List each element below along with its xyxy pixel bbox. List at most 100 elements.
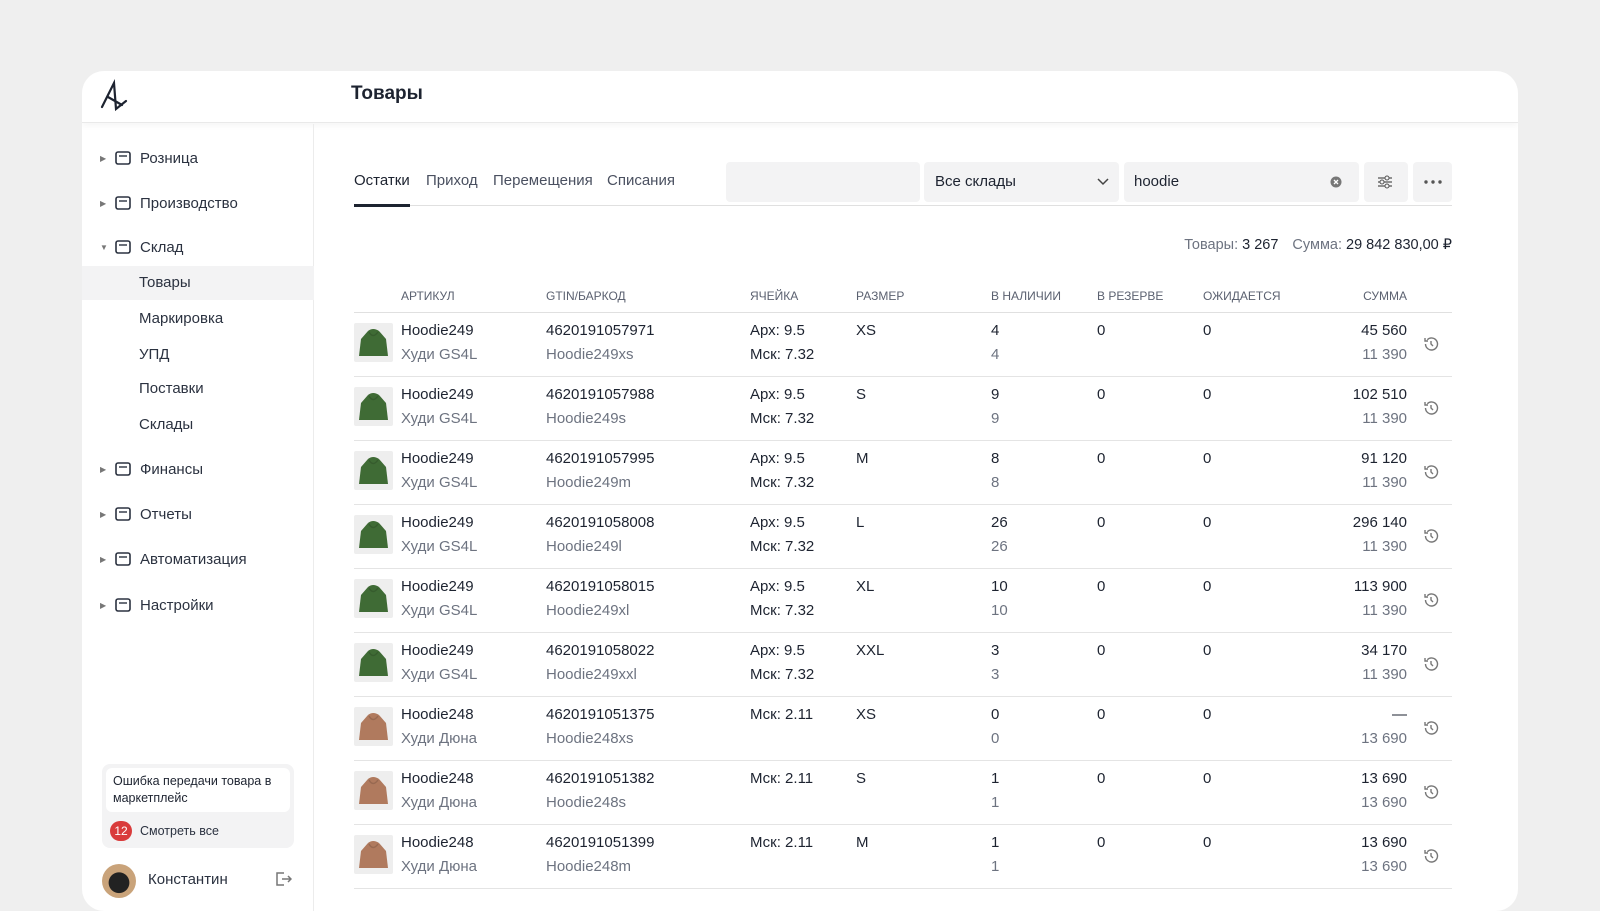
nav-label: Склад — [140, 238, 184, 256]
sku: Hoodie249s — [546, 410, 627, 427]
product-name: Худи GS4L — [401, 538, 478, 555]
expected: 0 — [1203, 450, 1212, 467]
column-header[interactable]: В РЕЗЕРВЕ — [1097, 289, 1164, 303]
nav-item[interactable]: ▶ Отчеты — [100, 505, 192, 523]
search-value: hoodie — [1134, 173, 1180, 190]
column-header[interactable]: В НАЛИЧИИ — [991, 289, 1062, 303]
product-name: Худи Дюна — [401, 858, 478, 875]
warehouse-select[interactable]: Все склады — [924, 162, 1119, 202]
table-row[interactable]: Hoodie249 Худи GS4L 4620191057988 Hoodie249… — [354, 377, 1452, 441]
column-header[interactable]: РАЗМЕР — [856, 289, 905, 303]
table-row[interactable]: Hoodie249 Худи GS4L 4620191057971 Hoodie249… — [354, 313, 1452, 377]
gtin: 4620191051375 — [546, 706, 655, 723]
gtin: 4620191057995 — [546, 450, 655, 467]
summary-sum-label: Сумма: — [1292, 237, 1343, 253]
table-row[interactable]: Hoodie249 Худи GS4L 4620191057995 Hoodie249… — [354, 441, 1452, 505]
nav-subitem[interactable]: Поставки — [139, 380, 204, 397]
size: L — [856, 514, 865, 531]
cell-location: Мск: 7.32 — [750, 474, 815, 491]
history-button[interactable] — [1422, 783, 1440, 801]
article: Hoodie248 — [401, 770, 474, 787]
search-input[interactable]: hoodie — [1124, 162, 1359, 202]
column-header[interactable]: СУММА — [1363, 289, 1407, 303]
logout[interactable] — [274, 870, 294, 890]
history-button[interactable] — [1422, 335, 1440, 353]
article: Hoodie249 — [401, 514, 474, 531]
product-name: Худи GS4L — [401, 602, 478, 619]
price: 13 690 — [1361, 794, 1407, 811]
table-row[interactable]: Hoodie249 Худи GS4L 4620191058008 Hoodie249… — [354, 505, 1452, 569]
history-button[interactable] — [1422, 527, 1440, 545]
product-name: Худи Дюна — [401, 794, 478, 811]
nav-icon — [115, 462, 131, 476]
in-stock: 8 — [991, 450, 1000, 467]
nav-item[interactable]: ▶ Настройки — [100, 596, 214, 614]
tab[interactable]: Перемещения — [493, 172, 593, 189]
cell-location: Арх: 9.5 — [750, 386, 805, 403]
table-row[interactable]: Hoodie248 Худи Дюна 4620191051382 Hoodie248… — [354, 761, 1452, 825]
in-stock-sub: 26 — [991, 538, 1008, 555]
logo[interactable] — [98, 79, 130, 113]
thumbnail — [354, 771, 393, 810]
summary-items-value: 3 267 — [1242, 237, 1279, 253]
nav-item[interactable]: ▶ Производство — [100, 194, 238, 212]
price: 13 690 — [1361, 730, 1407, 747]
filter-button[interactable] — [1364, 162, 1408, 202]
column-header[interactable]: ЯЧЕЙКА — [750, 289, 799, 303]
article: Hoodie249 — [401, 386, 474, 403]
nav-item[interactable]: ▼ Склад — [100, 238, 183, 256]
column-header[interactable]: GTIN/БАРКОД — [546, 289, 626, 303]
column-header[interactable]: ОЖИДАЕТСЯ — [1203, 289, 1281, 303]
in-stock: 1 — [991, 770, 1000, 787]
sku: Hoodie249m — [546, 474, 632, 491]
reserve: 0 — [1097, 578, 1106, 595]
notice-link[interactable]: Смотреть все — [140, 824, 219, 838]
table-row[interactable]: Hoodie249 Худи GS4L 4620191058022 Hoodie249… — [354, 633, 1452, 697]
nav-item[interactable]: ▶ Автоматизация — [100, 550, 247, 568]
table-row[interactable]: Hoodie248 Худи Дюна 4620191051399 Hoodie248… — [354, 825, 1452, 889]
sku: Hoodie248s — [546, 794, 627, 811]
size: S — [856, 770, 867, 787]
sku: Hoodie248m — [546, 858, 632, 875]
size: M — [856, 450, 869, 467]
history-button[interactable] — [1422, 847, 1440, 865]
history-button[interactable] — [1422, 655, 1440, 673]
caret: ▶ — [100, 600, 107, 610]
more-button[interactable] — [1413, 162, 1452, 202]
notice: Ошибка передачи товара в маркетплейс 12 См… — [102, 764, 294, 848]
cell-location: Арх: 9.5 — [750, 450, 805, 467]
caret: ▶ — [100, 198, 107, 208]
history-button[interactable] — [1422, 463, 1440, 481]
in-stock-sub: 4 — [991, 346, 1000, 363]
table-row[interactable]: Hoodie248 Худи Дюна 4620191051375 Hoodie248… — [354, 697, 1452, 761]
table-row[interactable]: Hoodie249 Худи GS4L 4620191058015 Hoodie249… — [354, 569, 1452, 633]
price: 11 390 — [1362, 346, 1407, 363]
reserve: 0 — [1097, 706, 1106, 723]
tab[interactable]: Списания — [607, 172, 675, 189]
product-name: Худи Дюна — [401, 730, 478, 747]
tab[interactable]: Приход — [426, 172, 478, 189]
nav-subitem[interactable]: Товары — [139, 274, 191, 291]
reserve: 0 — [1097, 514, 1106, 531]
caret: ▶ — [100, 153, 107, 163]
tab[interactable]: Остатки — [354, 172, 410, 189]
column-header[interactable]: АРТИКУЛ — [401, 289, 455, 303]
input-empty[interactable] — [726, 162, 920, 202]
in-stock: 3 — [991, 642, 1000, 659]
nav-item[interactable]: ▶ Финансы — [100, 460, 203, 478]
nav-item[interactable]: ▶ Розница — [100, 149, 198, 167]
nav-subitem[interactable]: УПД — [139, 346, 170, 363]
in-stock: 9 — [991, 386, 1000, 403]
notice-text: Ошибка передачи товара в маркетплейс — [106, 768, 290, 812]
nav-subitem[interactable]: Маркировка — [139, 310, 224, 327]
chevron — [1097, 178, 1109, 186]
nav-subitem[interactable]: Склады — [139, 416, 194, 433]
header-divider — [354, 312, 1452, 313]
history-button[interactable] — [1422, 399, 1440, 417]
clear-button[interactable] — [1330, 176, 1342, 188]
history-button[interactable] — [1422, 591, 1440, 609]
history-button[interactable] — [1422, 719, 1440, 737]
price: 11 390 — [1362, 538, 1407, 555]
article: Hoodie249 — [401, 642, 474, 659]
user-name[interactable]: Константин — [148, 871, 228, 888]
